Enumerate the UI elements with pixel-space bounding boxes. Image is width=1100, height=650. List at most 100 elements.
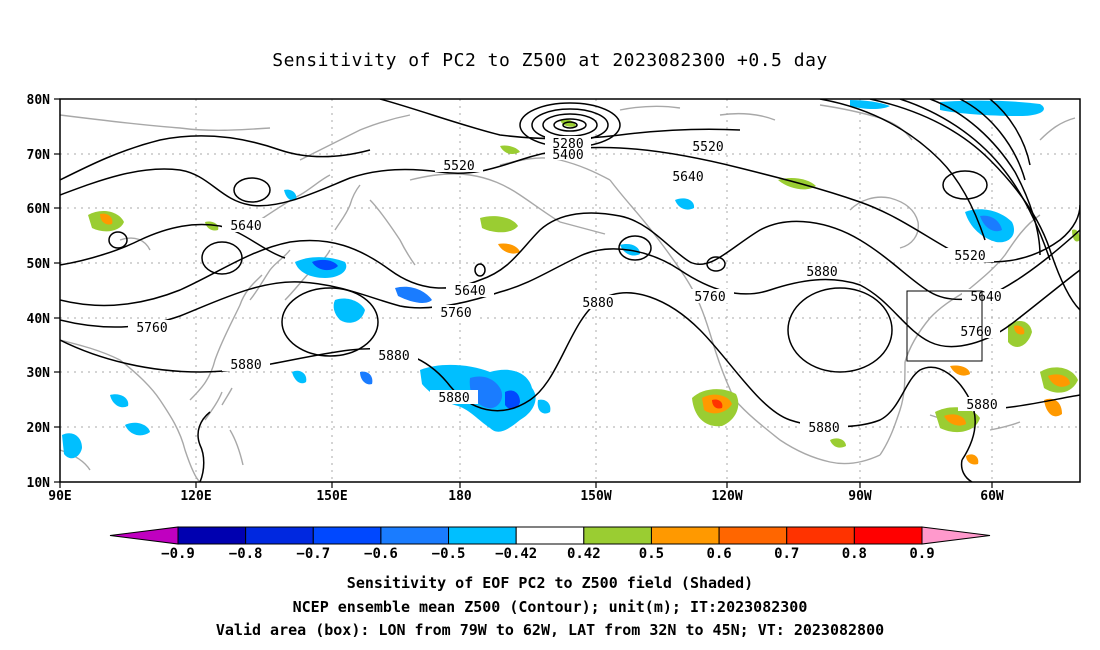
- lat-label: 30N: [27, 366, 51, 381]
- caption-line-2: NCEP ensemble mean Z500 (Contour); unit(…: [292, 598, 808, 616]
- colorbar-swatch: [448, 526, 517, 545]
- lon-label: 120E: [180, 489, 211, 504]
- contour-label: 5520: [692, 140, 723, 155]
- negative-sensitivity-area: [395, 286, 432, 303]
- contour-label: 5880: [808, 421, 839, 436]
- contour-label: 5280: [552, 137, 583, 152]
- contour-label: 5520: [443, 159, 474, 174]
- positive-sensitivity-area: [950, 365, 970, 376]
- lat-label: 80N: [27, 93, 51, 108]
- positive-sensitivity-area: [1014, 325, 1025, 335]
- colorbar-swatch: [380, 526, 450, 545]
- colorbar-label: 0.5: [639, 546, 664, 562]
- contour-label: 5760: [440, 306, 471, 321]
- lon-label: 150E: [316, 489, 347, 504]
- positive-sensitivity-area: [966, 454, 979, 465]
- colorbar-label: −0.6: [364, 546, 398, 562]
- contour-label: 5640: [970, 290, 1001, 305]
- lon-label: 180: [448, 489, 472, 504]
- colorbar-swatch: [853, 526, 923, 545]
- colorbar-swatch: [312, 526, 382, 545]
- positive-sensitivity-area: [830, 438, 846, 448]
- lat-label: 20N: [27, 421, 51, 436]
- contour-label: 5760: [136, 321, 167, 336]
- colorbar-label: 0.6: [706, 546, 731, 562]
- positive-sensitivity-area: [205, 221, 219, 231]
- contour-label: 5880: [378, 349, 409, 364]
- colorbar-swatch: [718, 526, 788, 545]
- negative-sensitivity-area: [292, 370, 307, 384]
- colorbar-swatch: [786, 526, 855, 545]
- colorbar-label: −0.5: [432, 546, 466, 562]
- contour-label: 5640: [230, 219, 261, 234]
- colorbar-max-triangle: [921, 526, 991, 545]
- colorbar: −0.9 −0.8 −0.7 −0.6 −0.5 −0.42 0.42 0.5 0.6 0.7 0.…: [109, 526, 991, 562]
- negative-sensitivity-area: [940, 100, 1044, 116]
- caption-line-3: Valid area (box): LON from 79W to 62W, L…: [215, 621, 885, 639]
- positive-sensitivity-area: [480, 216, 518, 233]
- plot-title: Sensitivity of PC2 to Z500 at 2023082300…: [272, 50, 828, 71]
- negative-sensitivity-area: [980, 215, 1002, 232]
- caption-line-1: Sensitivity of EOF PC2 to Z500 field (Sh…: [346, 574, 754, 592]
- negative-sensitivity-area: [284, 189, 297, 201]
- contour-label: 5760: [960, 325, 991, 340]
- colorbar-swatch: [515, 526, 585, 545]
- axis-ticks: [54, 98, 993, 488]
- colorbar-swatch: [650, 526, 720, 545]
- colorbar-label: −0.42: [495, 546, 537, 562]
- negative-sensitivity-area: [62, 433, 82, 459]
- lon-label: 60W: [980, 489, 1004, 504]
- positive-sensitivity-area: [944, 414, 966, 426]
- colorbar-label: 0.7: [774, 546, 799, 562]
- lon-label: 150W: [580, 489, 611, 504]
- lat-label: 60N: [27, 202, 51, 217]
- positive-sensitivity-area: [712, 399, 723, 409]
- lat-label: 40N: [27, 312, 51, 327]
- lon-labels: 90E 120E 150E 180 150W 120W 90W 60W: [48, 489, 1004, 504]
- lon-label: 90W: [848, 489, 872, 504]
- negative-sensitivity-area: [537, 399, 551, 414]
- colorbar-label: 0.9: [909, 546, 934, 562]
- contour-label: 5880: [230, 358, 261, 373]
- negative-sensitivity-area: [125, 422, 150, 436]
- positive-sensitivity-area: [560, 119, 576, 127]
- colorbar-swatch: [583, 526, 652, 545]
- colorbar-swatch: [245, 526, 314, 545]
- colorbar-swatch: [177, 526, 247, 545]
- lat-labels: 80N 70N 60N 50N 40N 30N 20N 10N: [27, 93, 51, 491]
- colorbar-min-triangle: [109, 526, 179, 545]
- lat-label: 70N: [27, 148, 51, 163]
- lon-label: 120W: [711, 489, 742, 504]
- contour-label: 5640: [672, 170, 703, 185]
- map-panel: 5280 5400 5520 5520 5520 5640 5640 5640 …: [60, 99, 1080, 482]
- negative-sensitivity-area: [312, 259, 338, 271]
- colorbar-label: −0.8: [229, 546, 263, 562]
- positive-sensitivity-area: [1044, 398, 1062, 417]
- contour-label: 5880: [438, 391, 469, 406]
- colorbar-label: 0.8: [842, 546, 867, 562]
- map-frame: [59, 98, 1081, 483]
- lat-label: 10N: [27, 476, 51, 491]
- contour-label: 5880: [582, 296, 613, 311]
- colorbar-label: −0.9: [161, 546, 195, 562]
- lat-label: 50N: [27, 257, 51, 272]
- positive-sensitivity-area: [500, 145, 520, 154]
- positive-sensitivity-area: [100, 213, 113, 225]
- contour-labels: 5280 5400 5520 5520 5520 5640 5640 5640 …: [128, 136, 1010, 436]
- coastlines: [60, 104, 1076, 482]
- negative-sensitivity-area: [110, 394, 129, 408]
- positive-sensitivity-area: [498, 243, 520, 254]
- contour-label: 5520: [954, 249, 985, 264]
- contour-label: 5760: [694, 290, 725, 305]
- negative-sensitivity-area: [360, 371, 373, 385]
- negative-sensitivity-area: [675, 198, 695, 210]
- contour-label: 5880: [966, 398, 997, 413]
- colorbar-label: −0.7: [296, 546, 330, 562]
- valid-area-box: [906, 290, 983, 362]
- lon-label: 90E: [48, 489, 71, 504]
- negative-sensitivity-area: [850, 100, 890, 109]
- contour-label: 5880: [806, 265, 837, 280]
- positive-sensitivity-area: [1048, 374, 1070, 387]
- contour-label: 5640: [454, 284, 485, 299]
